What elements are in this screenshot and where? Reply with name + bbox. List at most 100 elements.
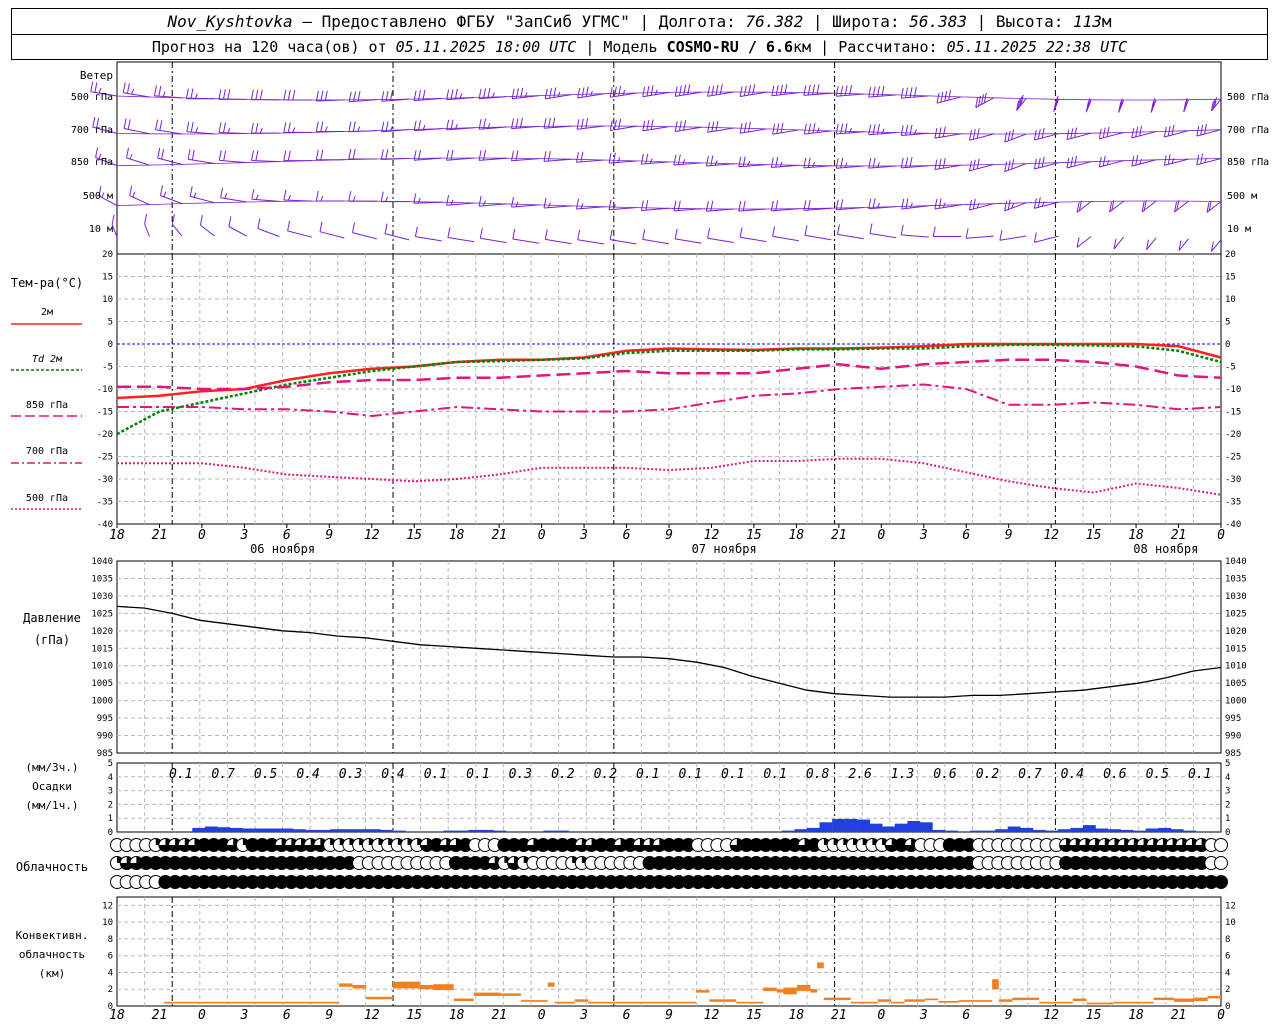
wind-barb-flag <box>98 185 102 196</box>
wind-barb-flag <box>348 121 352 132</box>
wind-barb-flag <box>1037 128 1041 140</box>
precip-bar <box>957 831 971 832</box>
cloud-symbol-part <box>643 838 657 852</box>
precip-total-label: 1.3 <box>891 767 914 782</box>
conv-ytick-left: 8 <box>108 935 113 945</box>
wind-barb-flag <box>771 85 775 96</box>
lon-label: Долгота: <box>658 12 736 31</box>
wind-barb-shaft <box>384 233 410 241</box>
wind-level-700hpa: 700 гПа <box>71 125 113 136</box>
precip-total-label: 0.4 <box>296 767 319 782</box>
wind-barb-flag <box>251 150 254 161</box>
conv-bar <box>850 1001 878 1004</box>
time-tick-label-bottom: 18 <box>449 1008 465 1023</box>
pressure-ytick-right: 1010 <box>1225 662 1247 672</box>
wind-barb-flag <box>417 197 421 204</box>
wind-barb-flag <box>478 150 482 161</box>
wind-barb-flag <box>976 202 980 209</box>
wind-barb-flag <box>972 129 976 140</box>
precip-bar <box>1108 829 1121 832</box>
wind-barb-shaft <box>1146 237 1157 251</box>
wind-barb-flag <box>380 149 384 160</box>
wind-barb-flag <box>673 154 677 166</box>
wind-barb-flag <box>185 88 189 99</box>
wind-barb-flag <box>934 159 938 170</box>
wind-barb-flag <box>315 90 319 102</box>
wind-barb-flag <box>816 84 820 95</box>
wind-barb-flag <box>780 84 783 95</box>
wind-barb-flag <box>613 119 617 130</box>
wind-barb-flag <box>840 199 844 210</box>
time-tick-label-bottom: 18 <box>1128 1008 1144 1023</box>
conv-bar <box>783 987 797 995</box>
wind-title: Ветер <box>80 69 113 82</box>
precip-bar <box>393 830 406 832</box>
wind-barb-shaft <box>92 126 118 134</box>
cloud-symbol-part <box>284 838 298 852</box>
wind-barb-flag <box>642 120 646 131</box>
conv-bar <box>796 985 811 991</box>
time-axis: 1818212100336699121215151818212100336699… <box>109 524 1225 1023</box>
alt-label: Высота: <box>995 12 1064 31</box>
wind-barb-shaft <box>319 231 345 239</box>
wind-barb-flag <box>835 158 839 169</box>
wind-barb-flag <box>784 84 788 95</box>
time-tick-label: 3 <box>579 528 588 543</box>
wind-barb-flag <box>357 126 361 132</box>
wind-barb-flag <box>144 213 148 225</box>
wind-barb-flag <box>807 199 811 211</box>
wind-barb-flag <box>905 198 909 209</box>
wind-barb-shaft <box>969 133 994 141</box>
wind-barb-shaft <box>772 129 799 135</box>
time-tick-label: 18 <box>789 528 805 543</box>
wind-barb-flag <box>92 117 96 128</box>
precip-bar <box>882 826 896 832</box>
conv-bar <box>823 997 851 1001</box>
wind-barb-shaft <box>707 237 734 243</box>
wind-barb-flag <box>803 157 807 168</box>
wind-barb-flag <box>1174 201 1177 213</box>
day-label: 08 ноября <box>1133 542 1198 556</box>
wind-barb-flag <box>1210 100 1214 112</box>
wind-barb-flag <box>868 198 872 209</box>
wind-barb-flag <box>1106 126 1110 137</box>
wind-barb-flag <box>905 157 909 168</box>
cloud-symbol-part <box>1137 838 1151 852</box>
precip-ytick-right: 5 <box>1225 759 1230 769</box>
wind-barb-flag <box>1004 200 1008 211</box>
wind-barb-flag <box>872 124 876 135</box>
conv-bar <box>164 1001 185 1004</box>
wind-barb-shaft <box>772 235 799 242</box>
wind-barb-flag <box>1206 202 1210 213</box>
temp-series-line <box>117 383 1222 418</box>
wind-barb-flag <box>780 122 784 133</box>
wind-barb-flag <box>742 156 746 167</box>
wind-barb-shaft <box>543 205 572 209</box>
cloud-symbol-part <box>575 838 589 852</box>
wind-barb-flag <box>1070 128 1074 139</box>
temp-ytick-right: 5 <box>1225 318 1230 328</box>
precip-bar <box>229 827 243 832</box>
wind-barb-flag <box>872 86 876 97</box>
precip-ytick-right: 2 <box>1225 800 1230 810</box>
wind-barb-flag <box>157 148 161 159</box>
time-tick-label: 12 <box>364 528 380 543</box>
wind-barb-flag <box>1055 95 1059 106</box>
conv-ytick-right: 2 <box>1225 985 1230 995</box>
cloud-symbol-part <box>614 838 628 852</box>
wind-barb-flag <box>840 85 844 96</box>
wind-barb-flag <box>1163 155 1167 166</box>
wind-barb-flag <box>738 201 742 212</box>
precip-total-label: 0.6 <box>933 767 957 782</box>
cloud-symbol-part <box>1146 838 1160 852</box>
wind-barb-flag <box>543 197 547 209</box>
cloud-symbol-part <box>178 838 192 852</box>
wind-barb-flag <box>1135 155 1139 166</box>
cloud-symbol-part <box>1088 838 1102 852</box>
wind-barb-flag <box>159 120 163 131</box>
wind-barb-flag <box>1098 128 1102 139</box>
wind-barb-flag <box>1106 159 1110 166</box>
time-tick-label: 0 <box>1217 528 1225 543</box>
model-unit: км <box>793 38 812 56</box>
precip-total-label: 2.6 <box>848 767 872 782</box>
